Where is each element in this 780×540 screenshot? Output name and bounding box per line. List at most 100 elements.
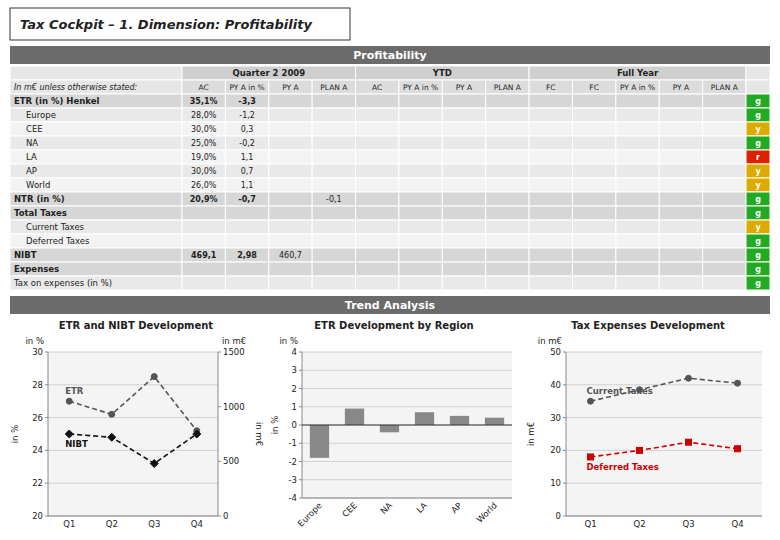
table-cell [486, 262, 529, 276]
table-cell [572, 276, 615, 290]
table-cell [182, 108, 225, 122]
table-cell [269, 192, 312, 206]
table-cell [572, 262, 615, 276]
table-cell [356, 192, 399, 206]
x-tick-label: NA [378, 500, 394, 516]
table-cell [225, 94, 268, 108]
table-cell [356, 206, 399, 220]
grid-line [302, 406, 512, 407]
column-header-cell [356, 80, 399, 94]
table-cell [572, 150, 615, 164]
cell-value: 19,0% [191, 153, 217, 162]
grid-line [302, 425, 512, 426]
table-cell [399, 108, 442, 122]
grid-line [302, 352, 512, 353]
y-tick-label: 40 [550, 380, 561, 390]
table-cell [616, 94, 659, 108]
table-cell [572, 178, 615, 192]
table-cell [182, 122, 225, 136]
table-cell [225, 248, 268, 262]
status-cell [746, 220, 770, 234]
table-cell [312, 206, 355, 220]
x-axis [48, 516, 218, 517]
x-tick-label: World [475, 500, 499, 524]
zero-line [302, 425, 512, 426]
row-label-cell [10, 248, 182, 262]
status: g [755, 111, 761, 120]
x-axis [566, 516, 762, 517]
column-header-cell [269, 80, 312, 94]
table-cell [442, 206, 485, 220]
table-cell [486, 248, 529, 262]
cell-value: 35,1% [190, 97, 218, 106]
table-cell [659, 108, 702, 122]
y-tick-label: 3 [292, 365, 297, 375]
table-cell [659, 150, 702, 164]
table-cell [225, 150, 268, 164]
cell-value: -1,2 [239, 111, 255, 120]
chart-title: Tax Expenses Development [571, 320, 725, 331]
x-tick-label: Q3 [682, 519, 694, 529]
grid-line [302, 443, 512, 444]
table-cell [269, 136, 312, 150]
table-cell [703, 220, 746, 234]
row-label-cell [10, 262, 182, 276]
status: g [755, 265, 761, 274]
column-header-cell [659, 80, 702, 94]
table-cell [442, 122, 485, 136]
point [588, 454, 594, 460]
table-cell [486, 276, 529, 290]
table-cell [703, 136, 746, 150]
row-label: World [26, 180, 50, 190]
header-cell [10, 66, 182, 80]
grid-line [302, 388, 512, 389]
table-cell [486, 206, 529, 220]
table-cell [399, 234, 442, 248]
table-cell [529, 150, 572, 164]
table-cell [442, 220, 485, 234]
y-tick-label: -1 [289, 438, 297, 448]
table-cell [616, 262, 659, 276]
marks [65, 374, 201, 468]
point [151, 374, 157, 380]
section-title: Profitability [353, 49, 427, 62]
cell-value: -0,1 [326, 195, 342, 204]
table-cell [486, 164, 529, 178]
table-cell [225, 178, 268, 192]
table-cell [356, 276, 399, 290]
status: y [755, 167, 761, 176]
table-cell [529, 234, 572, 248]
column-header: PY A [282, 83, 299, 92]
cell-value: 460,7 [279, 251, 302, 260]
table-cell [312, 94, 355, 108]
unit-annotation: in % [25, 336, 44, 346]
grid-line [48, 352, 218, 353]
table-cell [529, 192, 572, 206]
cell-value: 26,0% [191, 181, 217, 190]
table-cell [442, 178, 485, 192]
grid-line [48, 384, 218, 385]
table-cell [529, 262, 572, 276]
table-cell [703, 108, 746, 122]
y-tick-label: 4 [292, 347, 297, 357]
y-tick-label: 0 [292, 420, 297, 430]
table-cell [312, 150, 355, 164]
group-header: YTD [432, 68, 452, 78]
table-cell [442, 192, 485, 206]
cell-value: 30,0% [191, 167, 217, 176]
point [108, 433, 116, 441]
row-label: Deferred Taxes [26, 236, 90, 246]
table-cell [399, 150, 442, 164]
y-tick-label: 28 [32, 380, 43, 390]
cell-value: 2,98 [237, 251, 257, 260]
table-cell [269, 248, 312, 262]
table-cell [442, 150, 485, 164]
column-header: PLAN A [494, 83, 522, 92]
cell-value: -3,3 [238, 97, 256, 106]
table-cell [356, 164, 399, 178]
grid-line [302, 461, 512, 462]
y-axis-label: in m€ [526, 422, 536, 446]
table-cell [356, 178, 399, 192]
table-cell [572, 220, 615, 234]
table-cell [572, 206, 615, 220]
